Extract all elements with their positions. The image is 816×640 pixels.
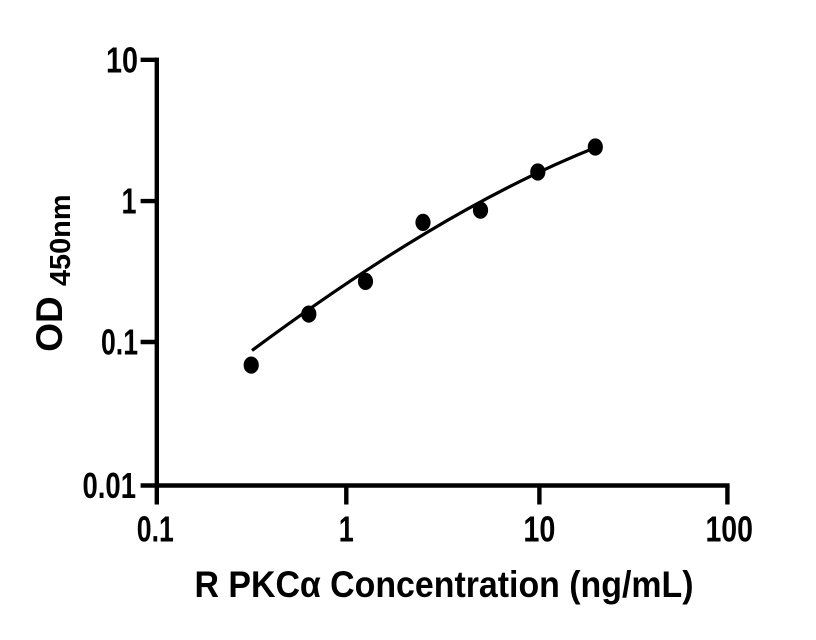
svg-text:0.01: 0.01	[83, 465, 137, 506]
svg-text:10: 10	[106, 39, 138, 80]
svg-text:1: 1	[122, 181, 137, 222]
svg-text:0.1: 0.1	[137, 508, 174, 549]
svg-text:100: 100	[705, 508, 753, 549]
svg-text:0.1: 0.1	[101, 322, 138, 363]
svg-text:10: 10	[523, 508, 555, 549]
svg-text:OD 450nm: OD 450nm	[29, 194, 77, 351]
svg-text:R PKCα Concentration (ng/mL): R PKCα Concentration (ng/mL)	[195, 564, 694, 605]
svg-text:1: 1	[339, 508, 354, 549]
